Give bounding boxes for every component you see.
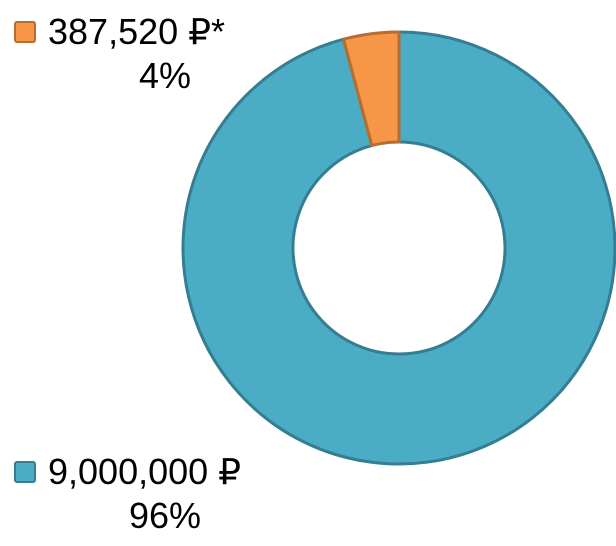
data-label-blue-percent: 96% [128,495,202,536]
donut-slice-orange [342,30,401,148]
data-label-orange-line: 387,520 ₽* [14,10,294,54]
swatch-orange-icon [14,21,36,43]
data-label-blue-value: 9,000,000 ₽ [48,451,242,492]
data-label-blue: 9,000,000 ₽ 96% [14,450,294,538]
data-label-orange-value: 387,520 ₽* [48,11,226,52]
swatch-blue-icon [14,461,36,483]
data-label-orange-percent: 4% [138,55,192,96]
data-label-blue-line: 9,000,000 ₽ [14,450,294,494]
data-label-orange: 387,520 ₽* 4% [14,10,294,98]
donut-slice-blue [181,30,616,466]
